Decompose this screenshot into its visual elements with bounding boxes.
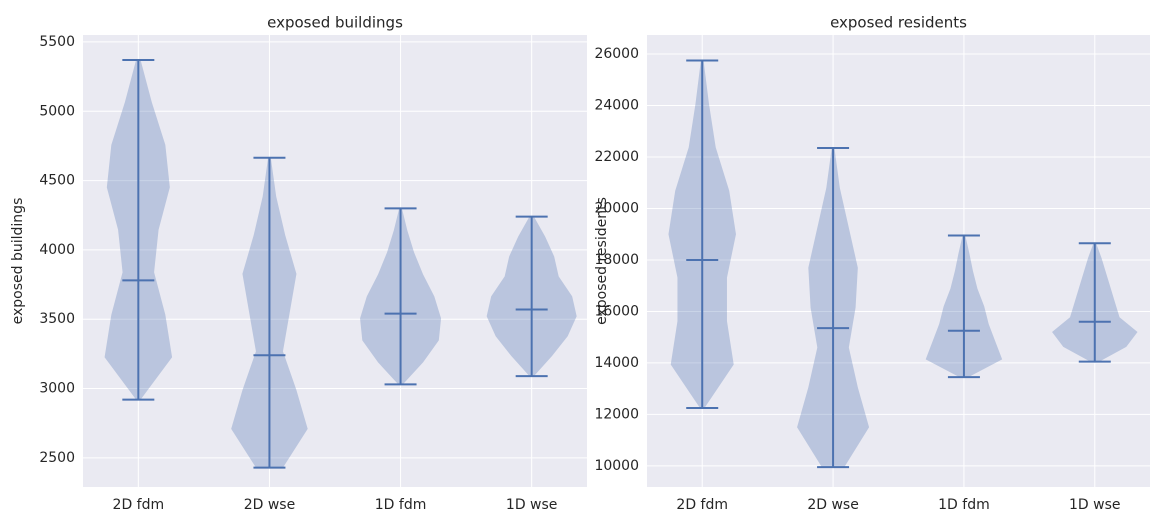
x-tick-label: 2D fdm (676, 497, 728, 513)
y-tick-label: 26000 (594, 46, 639, 62)
chart-title: exposed buildings (267, 14, 403, 32)
y-tick-label: 2500 (39, 450, 75, 466)
x-tick-label: 1D wse (1069, 497, 1121, 513)
y-tick-label: 10000 (594, 458, 639, 474)
y-axis-label: exposed residents (594, 197, 610, 325)
y-tick-label: 20000 (594, 200, 639, 216)
x-tick-label: 1D wse (506, 497, 558, 513)
y-tick-label: 24000 (594, 98, 639, 114)
y-tick-label: 18000 (594, 252, 639, 268)
y-tick-label: 4000 (39, 242, 75, 258)
y-tick-label: 5000 (39, 103, 75, 119)
y-tick-label: 12000 (594, 406, 639, 422)
chart-title: exposed residents (830, 14, 967, 32)
y-tick-label: 5500 (39, 34, 75, 50)
y-tick-label: 16000 (594, 303, 639, 319)
x-tick-label: 2D fdm (113, 497, 165, 513)
y-tick-label: 22000 (594, 149, 639, 165)
y-tick-label: 4500 (39, 173, 75, 189)
y-tick-label: 14000 (594, 355, 639, 371)
x-tick-label: 1D fdm (375, 497, 427, 513)
plot-area (83, 35, 587, 487)
x-tick-label: 1D fdm (938, 497, 990, 513)
y-axis-label: exposed buildings (10, 198, 26, 325)
x-tick-label: 2D wse (244, 497, 296, 513)
x-tick-label: 2D wse (807, 497, 859, 513)
y-tick-label: 3500 (39, 311, 75, 327)
y-tick-label: 3000 (39, 381, 75, 397)
plot-area (647, 35, 1150, 487)
